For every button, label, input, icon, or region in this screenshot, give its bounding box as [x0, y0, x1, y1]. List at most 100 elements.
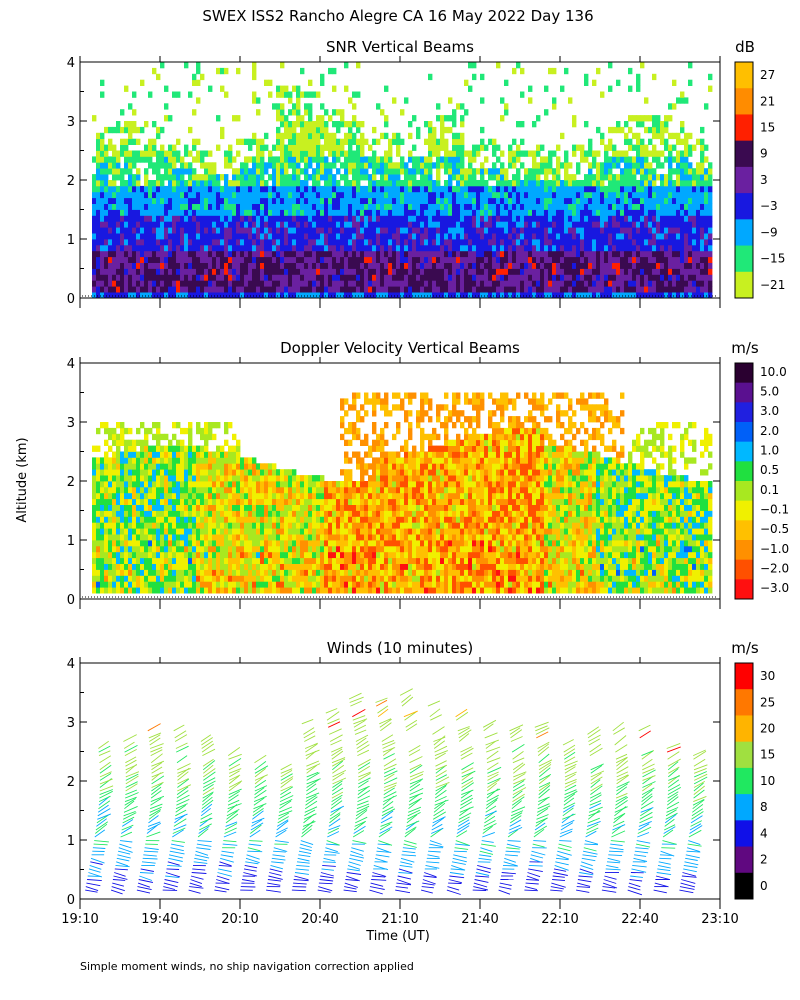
heatmap-cell [412, 256, 417, 263]
heatmap-cell [392, 168, 397, 175]
heatmap-cell [192, 250, 197, 258]
heatmap-cell [260, 150, 265, 157]
heatmap-cell [460, 162, 465, 169]
heatmap-cell [404, 286, 409, 293]
heatmap-cell [688, 215, 693, 222]
heatmap-cell [104, 528, 109, 535]
heatmap-cell [444, 180, 449, 187]
heatmap-cell [536, 262, 541, 269]
heatmap-cell [136, 528, 141, 535]
heatmap-cell [112, 469, 117, 476]
heatmap-cell [236, 215, 241, 222]
heatmap-cell [272, 274, 277, 281]
heatmap-cell [224, 174, 229, 181]
heatmap-cell [360, 274, 365, 281]
heatmap-cell [672, 292, 677, 299]
heatmap-cell [156, 215, 161, 222]
heatmap-cell [676, 256, 681, 263]
heatmap-cell [592, 286, 597, 293]
heatmap-cell [524, 244, 529, 252]
heatmap-cell [436, 103, 441, 110]
heatmap-cell [124, 244, 129, 252]
heatmap-cell [176, 138, 181, 145]
heatmap-cell [164, 227, 169, 234]
heatmap-cell [376, 215, 381, 222]
heatmap-cell [300, 132, 305, 140]
heatmap-cell [536, 250, 541, 258]
heatmap-cell [184, 286, 189, 293]
heatmap-cell [520, 209, 525, 216]
heatmap-cell [320, 191, 325, 199]
heatmap-cell [372, 268, 377, 275]
colorbar-label: −15 [760, 252, 785, 266]
heatmap-cell [668, 132, 673, 140]
heatmap-cell [164, 103, 169, 110]
heatmap-cell [432, 292, 437, 299]
heatmap-cell [180, 227, 185, 234]
heatmap-cell [196, 427, 201, 435]
heatmap-cell [316, 162, 321, 169]
heatmap-cell [596, 180, 601, 187]
heatmap-cell [316, 268, 321, 275]
heatmap-cell [312, 268, 317, 275]
heatmap-cell [608, 162, 613, 169]
heatmap-cell [112, 557, 117, 564]
heatmap-cell [548, 274, 553, 281]
heatmap-cell [308, 121, 313, 128]
heatmap-cell [300, 138, 305, 145]
heatmap-cell [420, 180, 425, 187]
heatmap-cell [336, 168, 341, 175]
heatmap-cell [352, 215, 357, 222]
heatmap-cell [572, 121, 577, 128]
heatmap-cell [688, 180, 693, 187]
heatmap-cell [132, 256, 137, 263]
heatmap-cell [252, 203, 257, 210]
heatmap-cell [108, 256, 113, 263]
heatmap-cell [464, 250, 469, 258]
heatmap-cell [488, 256, 493, 263]
heatmap-cell [188, 557, 193, 564]
heatmap-cell [636, 79, 641, 86]
heatmap-cell [316, 132, 321, 140]
heatmap-cell [240, 256, 245, 263]
heatmap-cell [140, 215, 145, 222]
heatmap-cell [676, 174, 681, 181]
heatmap-cell [352, 174, 357, 181]
heatmap-cell [112, 563, 117, 570]
heatmap-cell [572, 203, 577, 210]
heatmap-cell [604, 227, 609, 234]
heatmap-cell [344, 62, 349, 69]
heatmap-cell [140, 575, 145, 582]
heatmap-cell [588, 197, 593, 204]
heatmap-cell [200, 185, 205, 193]
heatmap-cell [432, 144, 437, 151]
heatmap-cell [332, 132, 337, 140]
heatmap-cell [364, 280, 369, 287]
heatmap-cell [368, 197, 373, 204]
heatmap-cell [280, 91, 285, 98]
heatmap-cell [564, 221, 569, 228]
heatmap-cell [220, 250, 225, 258]
heatmap-cell [308, 197, 313, 204]
heatmap-cell [132, 203, 137, 210]
heatmap-cell [516, 209, 521, 216]
heatmap-cell [380, 239, 385, 246]
heatmap-cell [556, 191, 561, 199]
heatmap-cell [532, 227, 537, 234]
heatmap-cell [280, 256, 285, 263]
heatmap-cell [356, 150, 361, 157]
heatmap-cell [472, 256, 477, 263]
heatmap-cell [456, 268, 461, 275]
heatmap-cell [472, 209, 477, 216]
heatmap-cell [300, 239, 305, 246]
heatmap-cell [196, 551, 201, 559]
heatmap-cell [516, 121, 521, 128]
heatmap-cell [240, 174, 245, 181]
heatmap-cell [524, 239, 529, 246]
heatmap-cell [204, 174, 209, 181]
heatmap-cell [544, 286, 549, 293]
heatmap-cell [132, 545, 137, 553]
heatmap-cell [328, 150, 333, 157]
heatmap-cell [296, 180, 301, 187]
